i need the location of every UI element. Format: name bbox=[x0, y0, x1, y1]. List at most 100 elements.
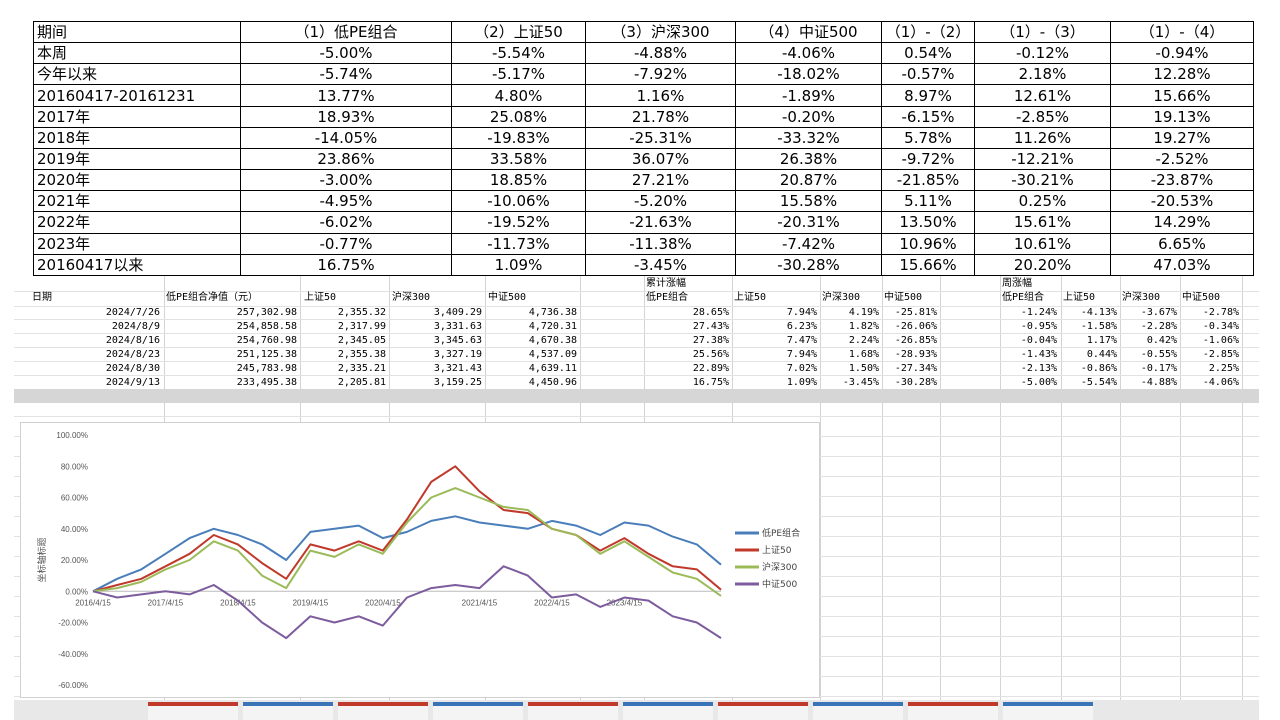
summary-value-cell: 27.21% bbox=[585, 169, 736, 192]
detail-value-cell: 2.24% bbox=[848, 335, 879, 346]
summary-row: 2017年 18.93% 25.08% 21.78% -0.20% -6.15% -2.85… bbox=[33, 105, 1254, 128]
legend-label: 沪深300 bbox=[762, 561, 797, 573]
detail-value-cell: -0.17% bbox=[1140, 363, 1177, 374]
detail-value-cell: -0.04% bbox=[1020, 335, 1057, 346]
summary-value-cell: -18.02% bbox=[735, 63, 882, 86]
detail-value-cell: -1.06% bbox=[1202, 335, 1239, 346]
detail-value-cell: -28.93% bbox=[894, 349, 937, 360]
summary-value-cell: 18.93% bbox=[240, 105, 452, 128]
detail-value-cell: 1.82% bbox=[848, 321, 879, 332]
summary-value-cell: 36.07% bbox=[585, 147, 736, 171]
x-tick-label: 2019/4/15 bbox=[293, 598, 329, 607]
sheet-tab[interactable] bbox=[908, 702, 998, 720]
detail-value-cell: -1.43% bbox=[1020, 349, 1057, 360]
detail-value-cell: 7.94% bbox=[786, 349, 817, 360]
y-axis-title: 坐标轴标题 bbox=[36, 537, 48, 582]
summary-value-cell: -7.42% bbox=[735, 232, 882, 255]
summary-value-cell: 1.09% bbox=[451, 253, 586, 277]
summary-period-cell: 2018年 bbox=[33, 126, 241, 149]
summary-table: 期间 （1）低PE组合 （2）上证50 （3）沪深300 （4）中证500 （1）-（2）… bbox=[33, 20, 1254, 277]
summary-value-cell: 4.80% bbox=[451, 84, 586, 107]
detail-value-cell: 2.25% bbox=[1208, 363, 1239, 374]
sheet-tab[interactable] bbox=[148, 702, 238, 720]
detail-value-cell: 257,302.98 bbox=[236, 307, 297, 318]
summary-value-cell: 5.78% bbox=[881, 126, 975, 149]
x-tick-label: 2021/4/15 bbox=[462, 598, 498, 607]
summary-value-cell: -11.73% bbox=[451, 232, 586, 255]
sheet-tab[interactable] bbox=[623, 702, 713, 720]
summary-value-cell: 15.58% bbox=[735, 190, 882, 213]
summary-value-cell: -12.21% bbox=[974, 147, 1111, 171]
summary-value-cell: 12.28% bbox=[1110, 63, 1254, 86]
line-chart-svg: 100.00% 80.00% 60.00% 40.00% 20.00% 0.00% -20.… bbox=[36, 431, 800, 690]
detail-value-cell: 3,331.63 bbox=[433, 321, 482, 332]
summary-value-cell: -25.31% bbox=[585, 126, 736, 149]
summary-row: 今年以来 -5.74% -5.17% -7.92% -18.02% -0.57% 2.18%… bbox=[33, 63, 1254, 86]
detail-value-cell: 27.38% bbox=[692, 335, 729, 346]
detail-value-cell: 233,495.38 bbox=[236, 377, 297, 388]
detail-value-cell: 16.75% bbox=[692, 377, 729, 388]
detail-column-header: 日期 bbox=[32, 292, 52, 303]
x-tick-label: 2022/4/15 bbox=[534, 598, 570, 607]
legend-label: 低PE组合 bbox=[762, 527, 800, 539]
summary-value-cell: 2.18% bbox=[974, 63, 1111, 86]
sheet-tab[interactable] bbox=[718, 702, 808, 720]
detail-value-cell: -30.28% bbox=[894, 377, 937, 388]
summary-period-cell: 2021年 bbox=[33, 190, 241, 213]
summary-value-cell: -5.54% bbox=[451, 42, 586, 65]
summary-value-cell: -5.17% bbox=[451, 63, 586, 86]
weekly-group-label: 周涨幅 bbox=[1002, 278, 1032, 289]
detail-value-cell: -0.86% bbox=[1080, 363, 1117, 374]
detail-column-header: 沪深300 bbox=[822, 292, 861, 303]
detail-value-cell: -1.24% bbox=[1020, 307, 1057, 318]
summary-value-cell: -20.31% bbox=[735, 211, 882, 234]
summary-value-cell: -5.00% bbox=[240, 42, 452, 65]
sheet-tab[interactable] bbox=[813, 702, 903, 720]
line-chart[interactable]: 100.00% 80.00% 60.00% 40.00% 20.00% 0.00% -20.… bbox=[20, 422, 820, 698]
summary-value-cell: 12.61% bbox=[974, 84, 1111, 107]
summary-value-cell: -2.52% bbox=[1110, 147, 1254, 171]
summary-row: 2018年 -14.05% -19.83% -25.31% -33.32% 5.78% 11… bbox=[33, 126, 1254, 149]
detail-value-cell: 251,125.38 bbox=[236, 349, 297, 360]
detail-value-cell: 4,720.31 bbox=[528, 321, 577, 332]
detail-value-cell: 2,355.32 bbox=[337, 307, 386, 318]
summary-value-cell: -9.72% bbox=[881, 147, 975, 171]
detail-value-cell: -0.95% bbox=[1020, 321, 1057, 332]
summary-value-cell: -23.87% bbox=[1110, 169, 1254, 192]
summary-value-cell: 19.27% bbox=[1110, 126, 1254, 149]
sheet-tab[interactable] bbox=[433, 702, 523, 720]
x-tick-label: 2018/4/15 bbox=[220, 598, 256, 607]
summary-value-cell: 11.26% bbox=[974, 126, 1111, 149]
detail-value-cell: -2.85% bbox=[1202, 349, 1239, 360]
detail-value-cell: 3,409.29 bbox=[433, 307, 482, 318]
detail-value-cell: 7.47% bbox=[786, 335, 817, 346]
detail-value-cell: -1.58% bbox=[1080, 321, 1117, 332]
y-tick-label: 100.00% bbox=[56, 431, 88, 440]
summary-value-cell: 19.13% bbox=[1110, 105, 1254, 128]
detail-column-header: 中证500 bbox=[488, 292, 527, 303]
detail-date-cell: 2024/8/30 bbox=[105, 363, 160, 374]
summary-value-cell: 15.61% bbox=[974, 211, 1111, 234]
detail-value-cell: 1.09% bbox=[786, 377, 817, 388]
summary-value-cell: 10.61% bbox=[974, 232, 1111, 255]
summary-row: 本周 -5.00% -5.54% -4.88% -4.06% 0.54% -0.12% -0.… bbox=[33, 42, 1254, 65]
y-tick-label: 60.00% bbox=[61, 494, 88, 503]
summary-value-cell: -33.32% bbox=[735, 126, 882, 149]
detail-column-header: 沪深300 bbox=[1122, 292, 1161, 303]
summary-value-cell: 23.86% bbox=[240, 147, 452, 171]
detail-value-cell: -3.67% bbox=[1140, 307, 1177, 318]
summary-header-cell: （4）中证500 bbox=[735, 20, 882, 44]
summary-value-cell: 33.58% bbox=[451, 147, 586, 171]
sheet-tab[interactable] bbox=[243, 702, 333, 720]
summary-value-cell: -2.85% bbox=[974, 105, 1111, 128]
detail-value-cell: -4.88% bbox=[1140, 377, 1177, 388]
sheet-tab[interactable] bbox=[338, 702, 428, 720]
y-tick-label: 20.00% bbox=[61, 556, 88, 565]
detail-value-cell: -2.28% bbox=[1140, 321, 1177, 332]
sheet-tab[interactable] bbox=[1003, 702, 1093, 720]
sheet-tab[interactable] bbox=[528, 702, 618, 720]
summary-value-cell: -5.20% bbox=[585, 190, 736, 213]
summary-period-cell: 2023年 bbox=[33, 232, 241, 255]
summary-value-cell: 26.38% bbox=[735, 147, 882, 171]
summary-value-cell: -1.89% bbox=[735, 84, 882, 107]
